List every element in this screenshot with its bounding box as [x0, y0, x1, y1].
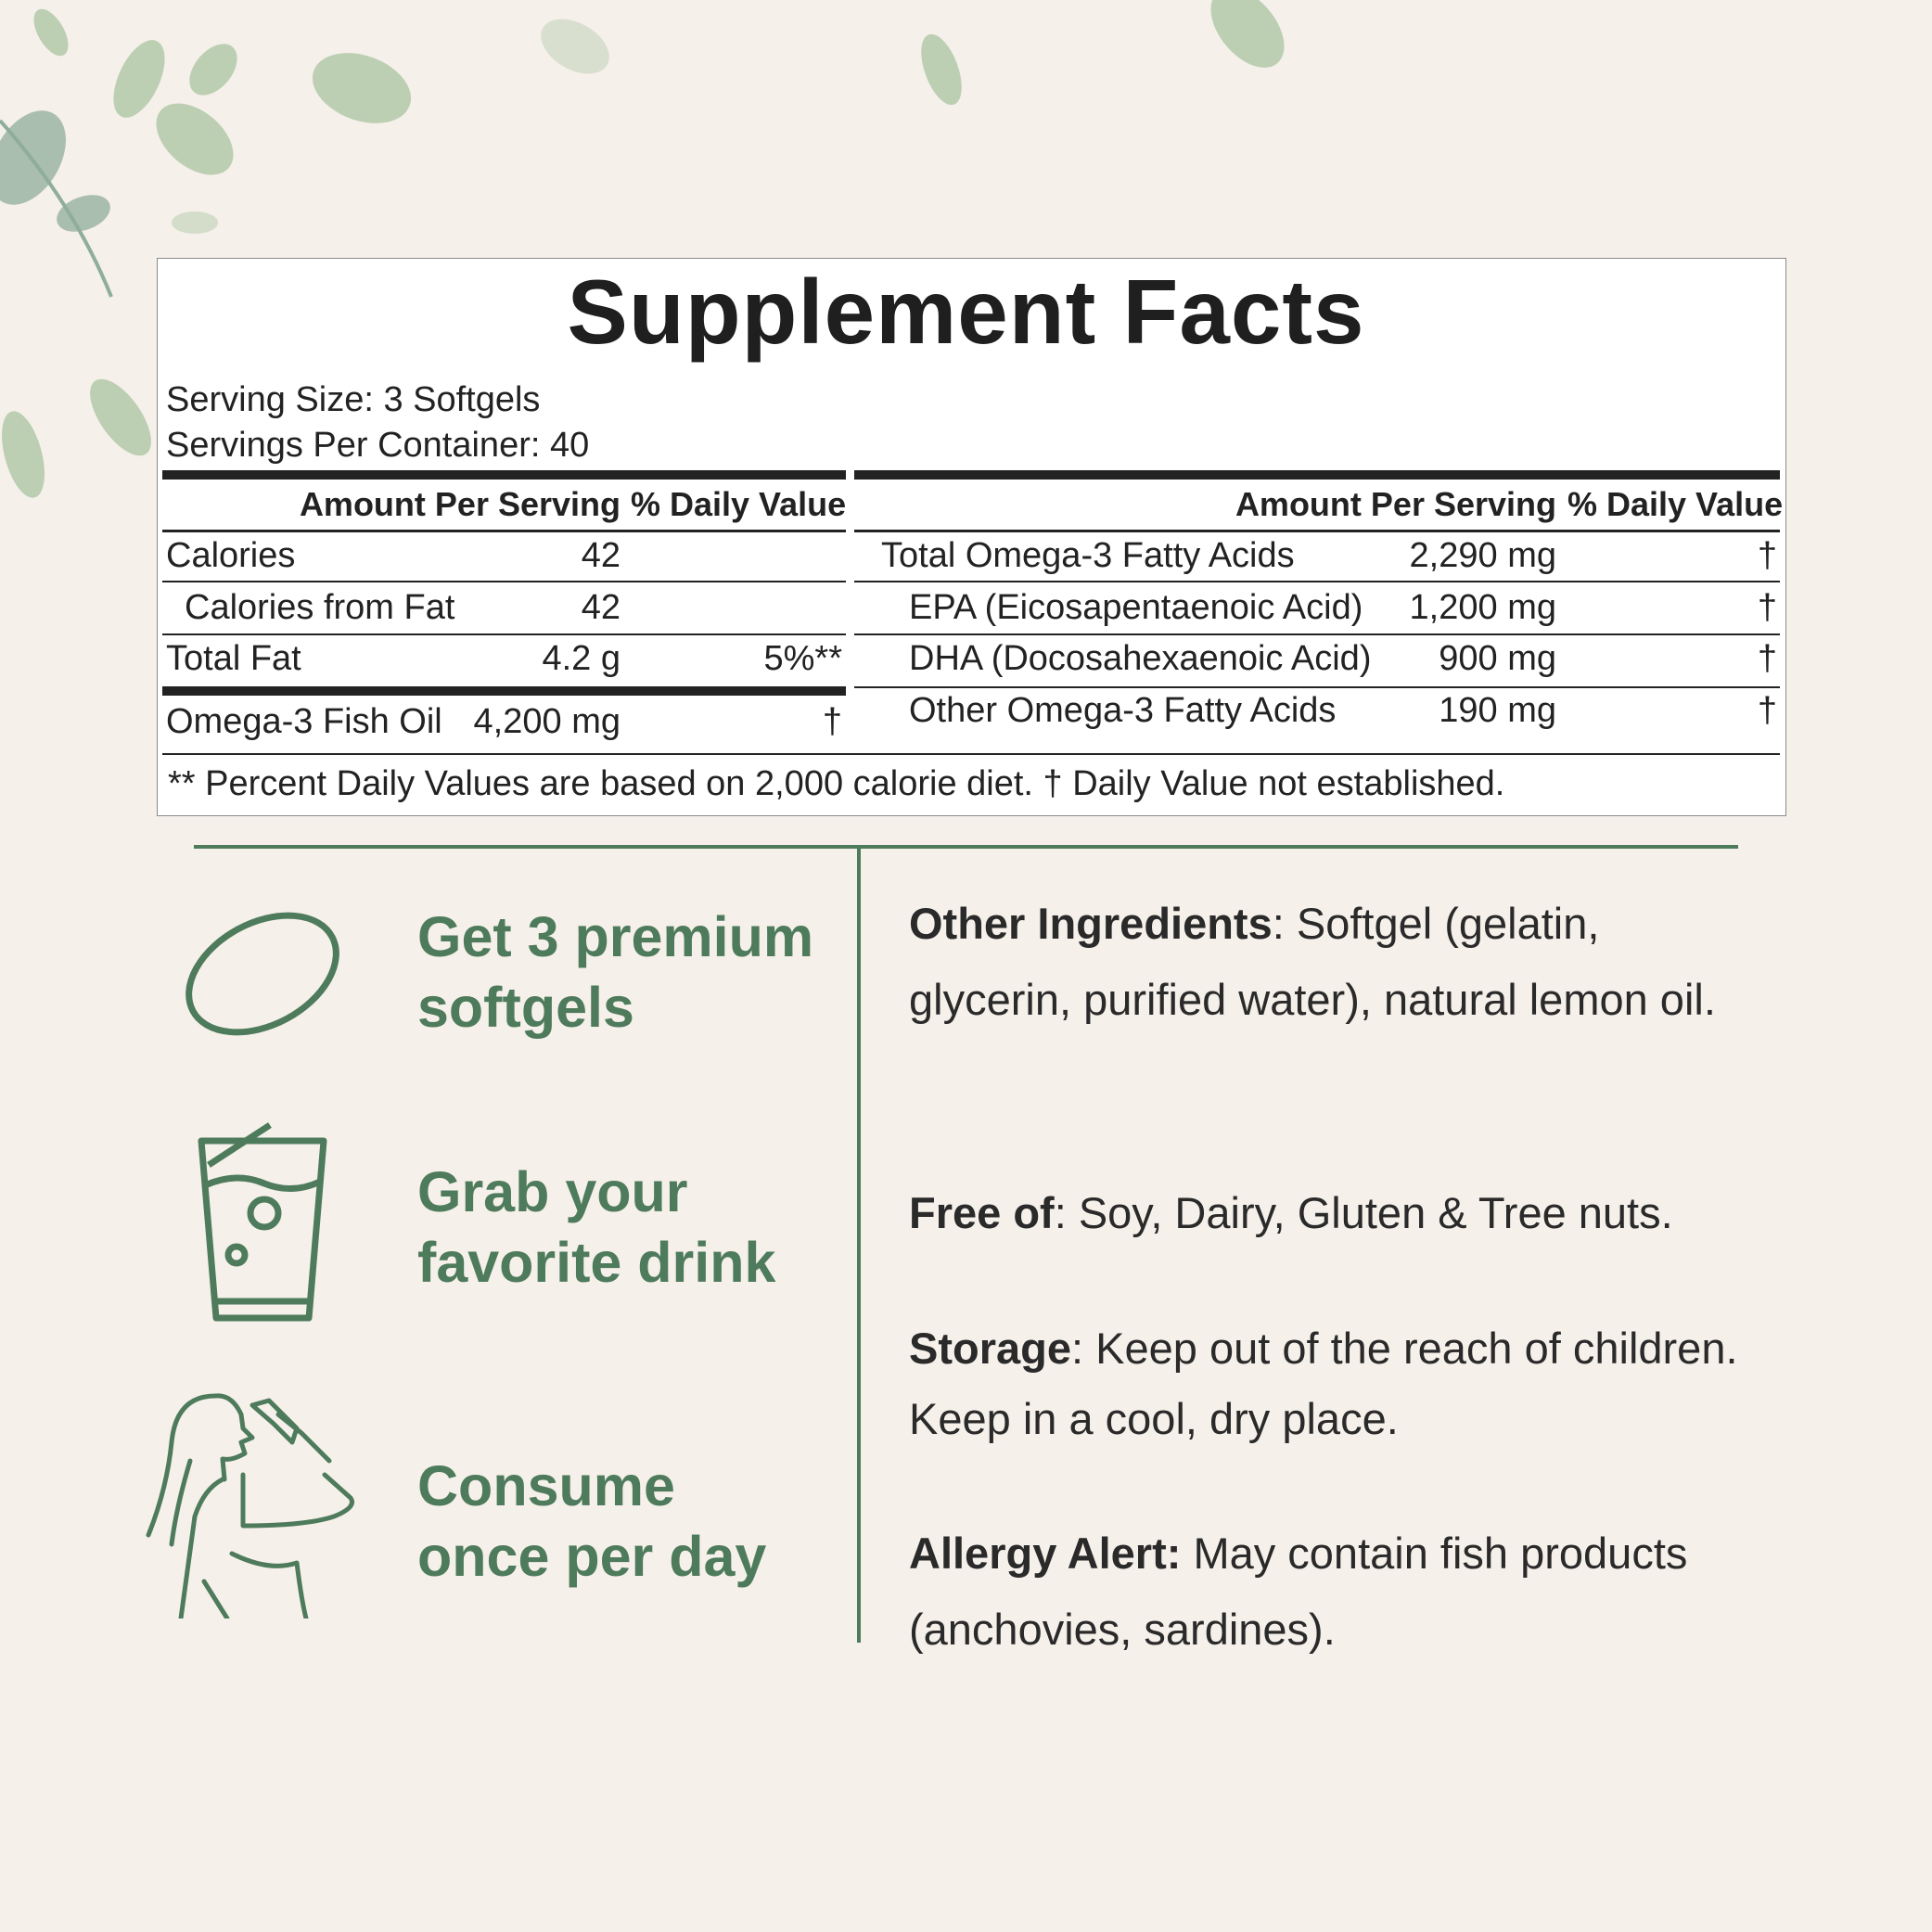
divider	[854, 581, 1780, 582]
drink-glass-icon	[198, 1122, 327, 1322]
info-label: Storage	[909, 1324, 1071, 1373]
info-text: : Keep out of the reach of children. Kee…	[909, 1324, 1738, 1443]
divider	[162, 581, 846, 582]
divider	[854, 686, 1780, 688]
nutrient-dv: †	[1757, 588, 1777, 627]
section-divider	[194, 845, 1738, 849]
nutrient-dv: †	[1757, 536, 1777, 575]
step-text: Grab your	[417, 1160, 688, 1223]
supplement-facts-panel	[157, 258, 1786, 816]
step-text: Get 3 premium	[417, 905, 814, 968]
nutrient-name: Other Omega-3 Fatty Acids	[909, 691, 1337, 730]
footnote: ** Percent Daily Values are based on 2,0…	[168, 764, 1505, 803]
step-text: once per day	[417, 1525, 767, 1588]
divider-thick	[162, 686, 846, 696]
panel-title: Supplement Facts	[567, 261, 1365, 363]
divider-thick	[162, 470, 846, 480]
left-header-dv: % Daily Value	[631, 485, 847, 523]
servings-per-container: Servings Per Container: 40	[166, 426, 590, 465]
divider	[162, 530, 846, 532]
info-label: Other Ingredients	[909, 899, 1273, 948]
nutrient-amount: 1,200 mg	[1409, 588, 1556, 627]
divider	[854, 530, 1780, 532]
nutrient-name: Total Fat	[166, 639, 301, 678]
leaf-decoration	[0, 0, 1285, 498]
step-softgels: Get 3 premium softgels	[417, 902, 813, 1043]
nutrient-name: EPA (Eicosapentaenoic Acid)	[909, 588, 1363, 627]
divider-thick	[854, 470, 1780, 480]
softgel-icon	[186, 912, 339, 1036]
nutrient-name: Omega-3 Fish Oil	[166, 702, 442, 741]
nutrient-name: DHA (Docosahexaenoic Acid)	[909, 639, 1372, 678]
nutrient-amount: 4.2 g	[542, 639, 621, 678]
storage: Storage: Keep out of the reach of childr…	[909, 1313, 1762, 1454]
nutrient-amount: 4,200 mg	[473, 702, 621, 741]
info-label: Free of	[909, 1188, 1055, 1237]
woman-drinking-icon	[146, 1393, 354, 1619]
nutrient-dv: †	[1757, 639, 1777, 678]
divider	[162, 633, 846, 635]
nutrient-name: Calories	[166, 536, 296, 575]
info-text: : Softgel (gelatin, glycerin, purified w…	[909, 899, 1716, 1024]
nutrient-dv: †	[822, 702, 842, 741]
nutrient-name: Total Omega-3 Fatty Acids	[881, 536, 1295, 575]
nutrient-amount: 42	[581, 588, 621, 627]
info-label: Allergy Alert:	[909, 1529, 1182, 1578]
other-ingredients: Other Ingredients: Softgel (gelatin, gly…	[909, 886, 1762, 1038]
right-header-dv: % Daily Value	[1567, 485, 1784, 523]
nutrient-amount: 190 mg	[1439, 691, 1556, 730]
info-text: May contain fish products (anchovies, sa…	[909, 1529, 1688, 1654]
nutrient-amount: 42	[581, 536, 621, 575]
serving-size: Serving Size: 3 Softgels	[166, 380, 541, 419]
allergy-alert: Allergy Alert: May contain fish products…	[909, 1516, 1762, 1668]
divider	[854, 633, 1780, 635]
nutrient-dv: †	[1757, 691, 1777, 730]
step-text: Consume	[417, 1454, 675, 1517]
divider	[162, 753, 1780, 755]
nutrient-amount: 2,290 mg	[1409, 536, 1556, 575]
right-header-amount: Amount Per Serving	[1235, 485, 1556, 523]
left-header-amount: Amount Per Serving	[299, 485, 621, 523]
step-consume: Consume once per day	[417, 1451, 766, 1592]
step-text: softgels	[417, 976, 634, 1039]
info-text: : Soy, Dairy, Gluten & Tree nuts.	[1054, 1188, 1673, 1237]
step-text: favorite drink	[417, 1231, 776, 1294]
free-of: Free of: Soy, Dairy, Gluten & Tree nuts.	[909, 1175, 1762, 1251]
nutrient-amount: 900 mg	[1439, 639, 1556, 678]
step-drink: Grab your favorite drink	[417, 1157, 775, 1298]
nutrient-dv: 5%**	[763, 639, 843, 678]
nutrient-name: Calories from Fat	[185, 588, 455, 627]
column-divider	[857, 845, 861, 1643]
